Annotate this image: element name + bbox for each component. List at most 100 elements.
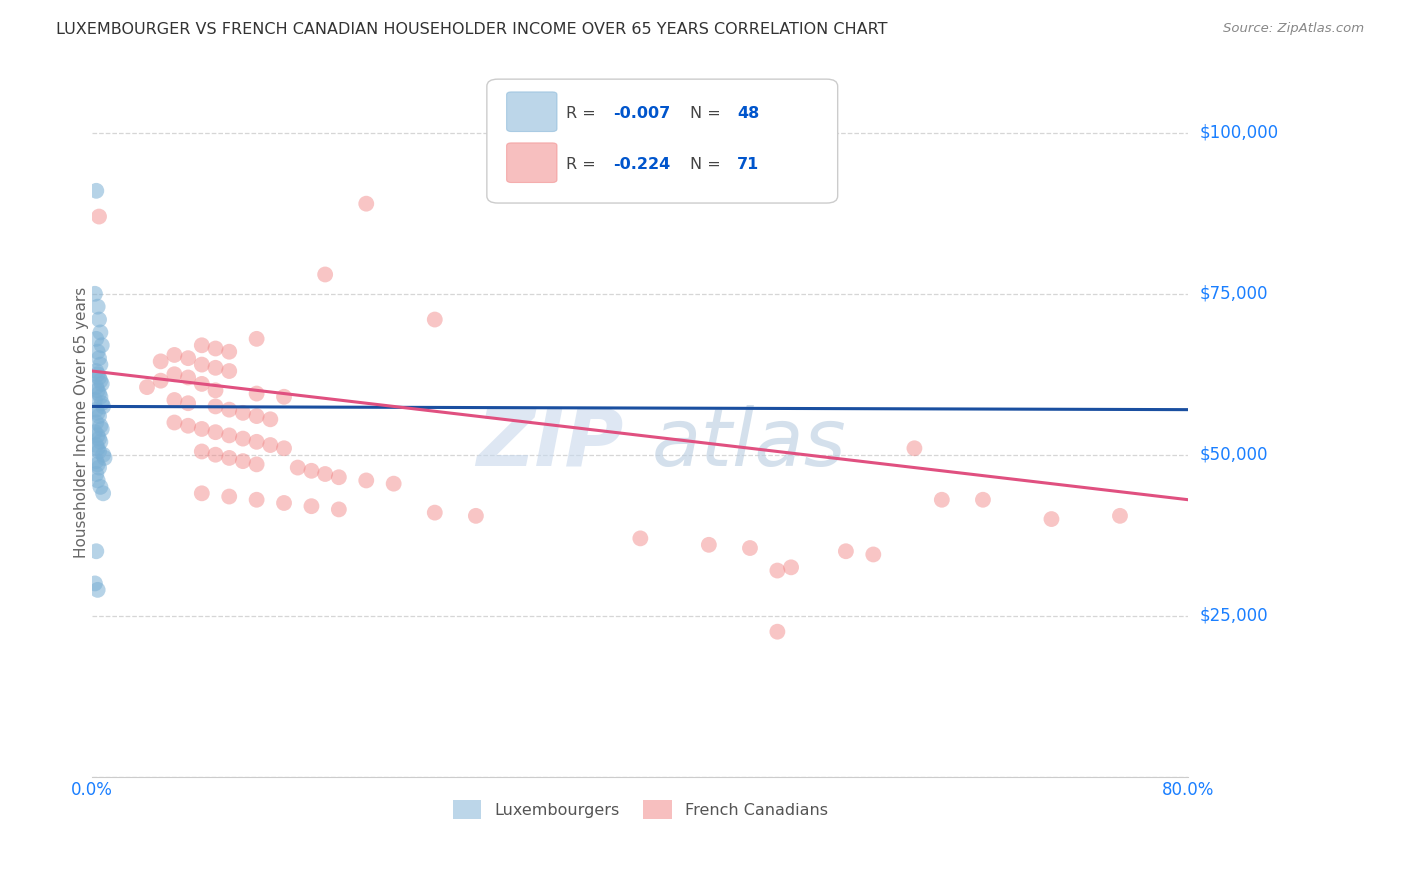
Point — [86, 406, 108, 420]
Point — [163, 392, 186, 407]
Point — [931, 492, 953, 507]
Point — [84, 454, 107, 468]
Legend: Luxembourgers, French Canadians: Luxembourgers, French Canadians — [446, 794, 834, 825]
Point — [177, 370, 200, 384]
Point — [90, 396, 112, 410]
Point — [91, 448, 114, 462]
Point — [86, 474, 108, 488]
Point — [87, 409, 110, 423]
Point — [87, 312, 110, 326]
Point — [87, 351, 110, 366]
Point — [89, 374, 111, 388]
Point — [177, 351, 200, 366]
Point — [218, 402, 240, 417]
Point — [354, 474, 377, 488]
Point — [84, 544, 107, 558]
Point — [84, 467, 107, 481]
Point — [766, 564, 789, 578]
Point — [1109, 508, 1132, 523]
Point — [86, 344, 108, 359]
Point — [89, 418, 111, 433]
Point — [246, 386, 269, 401]
Text: $75,000: $75,000 — [1199, 285, 1268, 302]
Point — [89, 480, 111, 494]
Point — [191, 376, 214, 391]
Point — [177, 396, 200, 410]
Y-axis label: Householder Income Over 65 years: Householder Income Over 65 years — [73, 287, 89, 558]
Point — [86, 582, 108, 597]
Point — [232, 432, 254, 446]
Text: ZIP: ZIP — [477, 405, 624, 483]
Point — [90, 338, 112, 352]
Text: R =: R = — [565, 157, 600, 171]
Text: R =: R = — [565, 105, 600, 120]
Text: 71: 71 — [737, 157, 759, 171]
Point — [354, 196, 377, 211]
Text: $100,000: $100,000 — [1199, 124, 1278, 142]
Point — [86, 384, 108, 398]
Point — [204, 342, 226, 356]
Point — [382, 476, 405, 491]
Point — [246, 434, 269, 449]
FancyBboxPatch shape — [486, 79, 838, 203]
Point — [204, 425, 226, 439]
Point — [903, 442, 925, 456]
Text: N =: N = — [690, 105, 725, 120]
Point — [204, 360, 226, 375]
Text: LUXEMBOURGER VS FRENCH CANADIAN HOUSEHOLDER INCOME OVER 65 YEARS CORRELATION CHA: LUXEMBOURGER VS FRENCH CANADIAN HOUSEHOL… — [56, 22, 887, 37]
Point — [84, 438, 107, 452]
Point — [780, 560, 803, 574]
Point — [1040, 512, 1063, 526]
Point — [84, 286, 107, 301]
Point — [86, 300, 108, 314]
Point — [89, 358, 111, 372]
Point — [191, 358, 214, 372]
Point — [84, 184, 107, 198]
Text: N =: N = — [690, 157, 725, 171]
Point — [232, 406, 254, 420]
Point — [149, 374, 172, 388]
Point — [89, 434, 111, 449]
Point — [232, 454, 254, 468]
Point — [163, 348, 186, 362]
Point — [218, 450, 240, 465]
Point — [273, 442, 295, 456]
Point — [93, 450, 115, 465]
Text: atlas: atlas — [651, 405, 846, 483]
Point — [86, 458, 108, 472]
Point — [246, 458, 269, 472]
Point — [191, 422, 214, 436]
Point — [287, 460, 309, 475]
Point — [218, 490, 240, 504]
Point — [84, 392, 107, 407]
Point — [87, 210, 110, 224]
Text: 48: 48 — [737, 105, 759, 120]
Point — [218, 428, 240, 442]
Point — [87, 386, 110, 401]
Point — [246, 492, 269, 507]
Text: -0.007: -0.007 — [613, 105, 671, 120]
Point — [84, 416, 107, 430]
Point — [163, 416, 186, 430]
Point — [259, 438, 281, 452]
Point — [314, 467, 336, 481]
Text: Source: ZipAtlas.com: Source: ZipAtlas.com — [1223, 22, 1364, 36]
Point — [89, 390, 111, 404]
Point — [136, 380, 159, 394]
Point — [464, 508, 486, 523]
Point — [738, 541, 761, 555]
Point — [328, 470, 350, 484]
Point — [90, 422, 112, 436]
Point — [84, 332, 107, 346]
Point — [91, 400, 114, 414]
Point — [163, 368, 186, 382]
Point — [87, 370, 110, 384]
Point — [86, 368, 108, 382]
Point — [87, 460, 110, 475]
Point — [259, 412, 281, 426]
Point — [328, 502, 350, 516]
Point — [84, 380, 107, 394]
Point — [89, 326, 111, 340]
Point — [301, 464, 323, 478]
Point — [835, 544, 858, 558]
